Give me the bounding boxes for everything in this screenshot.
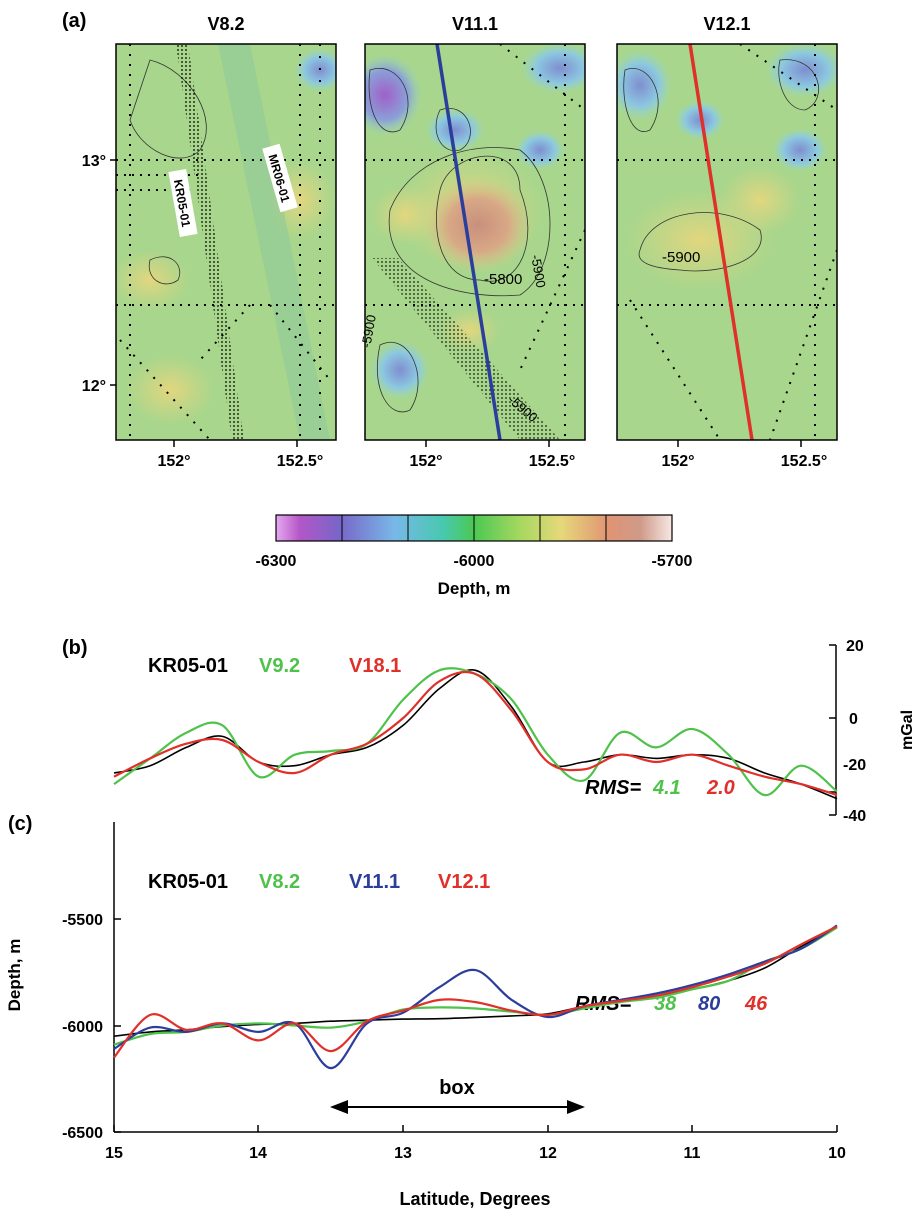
panel-c-xaxis: 15 14 13 12 11 10 Latitude, Degrees — [105, 1125, 846, 1209]
c-xtick-13: 13 — [394, 1145, 412, 1162]
panel-c-lines — [113, 924, 838, 1070]
b-ytick-20: 20 — [846, 638, 864, 655]
panel-b-lines — [113, 667, 838, 800]
series-line-v11-1 — [113, 924, 838, 1070]
colorbar-label: Depth, m — [438, 579, 511, 598]
rms-label-b: RMS= — [585, 777, 641, 799]
b-ylabel: mGal — [899, 710, 916, 750]
lat-tick-12: 12° — [82, 378, 106, 395]
lat-tick-13: 13° — [82, 153, 106, 170]
contour-label-5800: -5800 — [484, 271, 522, 288]
c-xtick-14: 14 — [249, 1145, 267, 1162]
rms-b-v9-2: 4.1 — [652, 777, 681, 799]
panel-c-label: (c) — [8, 813, 32, 835]
b-ytick-m20: -20 — [843, 757, 866, 774]
map-v11-1: V11.1 -5800 — [358, 14, 586, 470]
lon-tick-152-m3: 152° — [661, 453, 694, 470]
panel-a-label: (a) — [62, 10, 86, 32]
panel-c-legend: KR05-01 V8.2 V11.1 V12.1 — [148, 871, 490, 893]
lon-tick-152-5-m3: 152.5° — [781, 453, 827, 470]
legend-c-v11-1: V11.1 — [349, 871, 400, 893]
panel-b-legend: KR05-01 V9.2 V18.1 — [148, 655, 401, 677]
series-line-v18-1 — [113, 670, 838, 797]
map-v12-1: V12.1 -5900 152° 152.5° — [616, 14, 838, 470]
lon-tick-152-5-m2: 152.5° — [529, 453, 575, 470]
c-ytick-5500: -5500 — [62, 912, 103, 929]
c-ytick-6500: -6500 — [62, 1125, 103, 1142]
legend-c-kr05-01: KR05-01 — [148, 871, 228, 893]
colorbar-tick-max: -5700 — [652, 553, 693, 570]
map-title-v12-1: V12.1 — [703, 14, 750, 34]
c-ylabel: Depth, m — [5, 939, 24, 1012]
contour-label-5900-m3: -5900 — [662, 249, 700, 266]
c-xtick-12: 12 — [539, 1145, 557, 1162]
c-ytick-6000: -6000 — [62, 1019, 103, 1036]
box-annotation: box — [330, 1077, 585, 1114]
panel-b-label: (b) — [62, 637, 88, 659]
box-label: box — [439, 1077, 475, 1099]
legend-b-v9-2: V9.2 — [259, 655, 300, 677]
legend-c-v12-1: V12.1 — [438, 871, 490, 893]
lon-tick-152-5: 152.5° — [277, 453, 323, 470]
b-ytick-m40: -40 — [843, 808, 866, 825]
b-ytick-0: 0 — [849, 711, 858, 728]
track-label-kr05-01: KR05-01 — [168, 168, 198, 238]
legend-c-v8-2: V8.2 — [259, 871, 300, 893]
map-v8-2: V8.2 KR05-01 — [82, 14, 337, 470]
panel-c-yaxis: -5500 -6000 -6500 Depth, m — [5, 912, 121, 1142]
lon-tick-152-m2: 152° — [409, 453, 442, 470]
c-xtick-15: 15 — [105, 1145, 123, 1162]
map-title-v11-1: V11.1 — [452, 14, 498, 34]
panel-b-rms: RMS= 4.1 2.0 — [585, 777, 735, 799]
c-xtick-10: 10 — [828, 1145, 846, 1162]
contour-label-5900-b: -5900 — [358, 314, 379, 349]
rms-b-v18-1: 2.0 — [706, 777, 735, 799]
lon-tick-152: 152° — [157, 453, 190, 470]
contour-label-5900-a: -5900 — [528, 254, 549, 289]
c-xtick-11: 11 — [684, 1145, 701, 1162]
legend-b-kr05-01: KR05-01 — [148, 655, 228, 677]
rms-c-v12-1: 46 — [744, 993, 768, 1015]
colorbar: -6300 -6000 -5700 Depth, m — [256, 514, 693, 598]
legend-b-v18-1: V18.1 — [349, 655, 401, 677]
series-line-v12-1 — [113, 925, 838, 1059]
panel-c-frame — [113, 822, 837, 1133]
panel-b-axis: 20 0 -20 -40 mGal — [829, 638, 916, 825]
colorbar-tick-mid: -6000 — [454, 553, 495, 570]
map-title-v8-2: V8.2 — [207, 14, 244, 34]
rms-c-v11-1: 80 — [698, 993, 720, 1015]
colorbar-tick-min: -6300 — [256, 553, 297, 570]
c-xlabel: Latitude, Degrees — [399, 1189, 550, 1209]
rms-c-v8-2: 38 — [654, 993, 677, 1015]
series-line-kr05-01 — [113, 669, 838, 800]
